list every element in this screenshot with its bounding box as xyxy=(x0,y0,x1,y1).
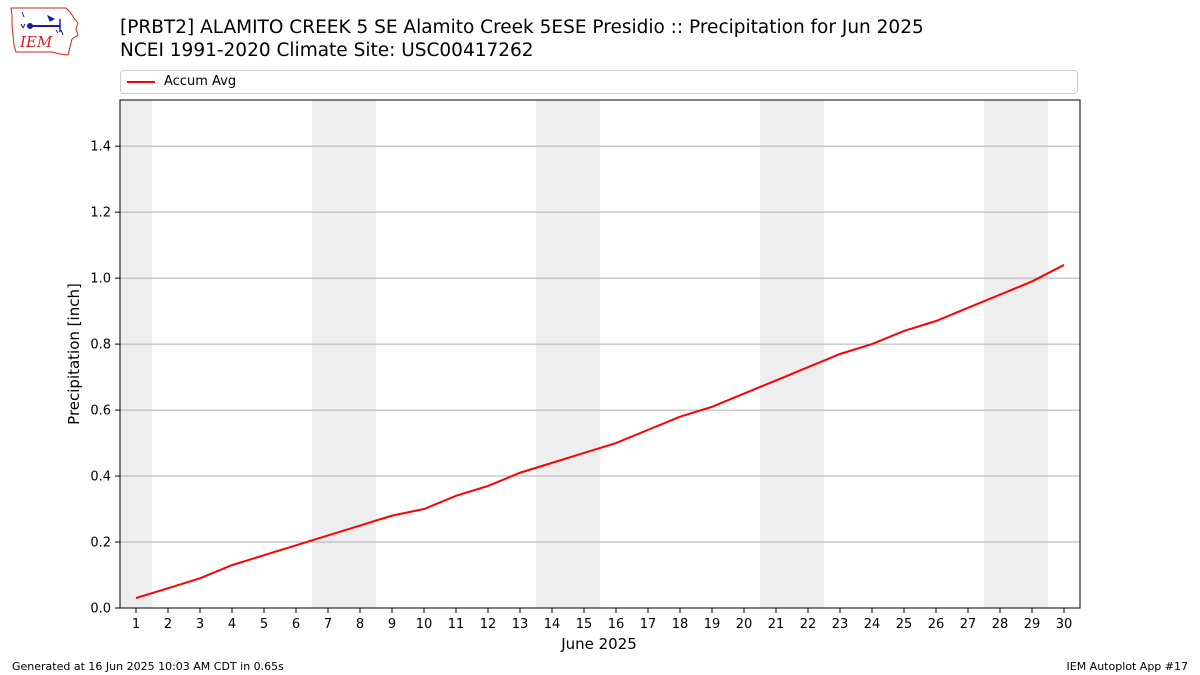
x-tick-label: 17 xyxy=(640,617,657,632)
x-tick-label: 15 xyxy=(576,617,593,632)
iem-logo: IEM xyxy=(10,7,79,56)
x-axis-label: June 2025 xyxy=(560,635,637,653)
weekend-band xyxy=(344,100,376,608)
x-tick-label: 25 xyxy=(896,617,913,632)
y-tick-label: 0.2 xyxy=(90,536,111,551)
x-axis-ticks: 1 2 3 4 5 6 7 8 9 10 11 12 13 14 15 16 17 18 19 20 21 22 23 24 2… xyxy=(132,608,1072,632)
weekend-band xyxy=(312,100,344,608)
x-tick-label: 5 xyxy=(260,617,268,632)
x-tick-label: 18 xyxy=(672,617,689,632)
x-tick-label: 1 xyxy=(132,617,140,632)
plot-frame xyxy=(119,99,1081,609)
footer-generated: Generated at 16 Jun 2025 10:03 AM CDT in… xyxy=(12,660,284,673)
y-tick-label: 1.4 xyxy=(90,140,111,155)
y-axis-label: Precipitation [inch] xyxy=(65,283,83,425)
logo-text: IEM xyxy=(19,33,53,51)
weekend-band xyxy=(984,100,1016,608)
x-tick-label: 22 xyxy=(800,617,817,632)
x-tick-label: 28 xyxy=(992,617,1009,632)
y-tick-label: 1.0 xyxy=(90,272,111,287)
x-tick-label: 16 xyxy=(608,617,625,632)
x-tick-label: 21 xyxy=(768,617,785,632)
y-tick-label: 0.8 xyxy=(90,338,111,353)
x-tick-label: 3 xyxy=(196,617,204,632)
legend-label: Accum Avg xyxy=(164,74,237,89)
weekend-band xyxy=(792,100,824,608)
series-lines xyxy=(135,264,1065,600)
x-tick-label: 10 xyxy=(416,617,433,632)
chart-subtitle: NCEI 1991-2020 Climate Site: USC00417262 xyxy=(120,40,534,61)
weather-symbols-icon xyxy=(20,11,64,36)
x-tick-label: 23 xyxy=(832,617,849,632)
weekend-band xyxy=(1016,100,1048,608)
x-tick-label: 19 xyxy=(704,617,721,632)
weekend-band xyxy=(536,100,568,608)
weekend-bands xyxy=(120,100,1048,608)
y-axis-ticks: 0.0 0.2 0.4 0.6 0.8 1.0 1.2 1.4 xyxy=(90,140,120,617)
series-line xyxy=(135,264,1065,600)
x-tick-label: 9 xyxy=(388,617,396,632)
x-tick-label: 13 xyxy=(512,617,529,632)
x-tick-label: 29 xyxy=(1024,617,1041,632)
x-tick-label: 4 xyxy=(228,617,236,632)
x-tick-label: 12 xyxy=(480,617,497,632)
x-tick-label: 8 xyxy=(356,617,364,632)
iowa-outline-icon xyxy=(10,7,79,56)
x-tick-label: 2 xyxy=(164,617,172,632)
y-tick-label: 0.4 xyxy=(90,470,111,485)
x-tick-label: 6 xyxy=(292,617,300,632)
x-tick-label: 20 xyxy=(736,617,753,632)
x-tick-label: 24 xyxy=(864,617,881,632)
x-tick-label: 11 xyxy=(448,617,465,632)
x-tick-label: 14 xyxy=(544,617,561,632)
chart-title: [PRBT2] ALAMITO CREEK 5 SE Alamito Creek… xyxy=(120,17,924,38)
x-tick-label: 30 xyxy=(1056,617,1073,632)
weekend-band xyxy=(120,100,152,608)
weekend-band xyxy=(760,100,792,608)
y-tick-label: 0.0 xyxy=(90,602,111,617)
x-tick-label: 27 xyxy=(960,617,977,632)
y-tick-label: 0.6 xyxy=(90,404,111,419)
x-tick-label: 7 xyxy=(324,617,332,632)
x-tick-label: 26 xyxy=(928,617,945,632)
legend: Accum Avg xyxy=(120,70,1078,94)
footer-app: IEM Autoplot App #17 xyxy=(1066,660,1189,673)
weekend-band xyxy=(568,100,600,608)
legend-swatch xyxy=(127,81,155,83)
y-tick-label: 1.2 xyxy=(90,206,111,221)
